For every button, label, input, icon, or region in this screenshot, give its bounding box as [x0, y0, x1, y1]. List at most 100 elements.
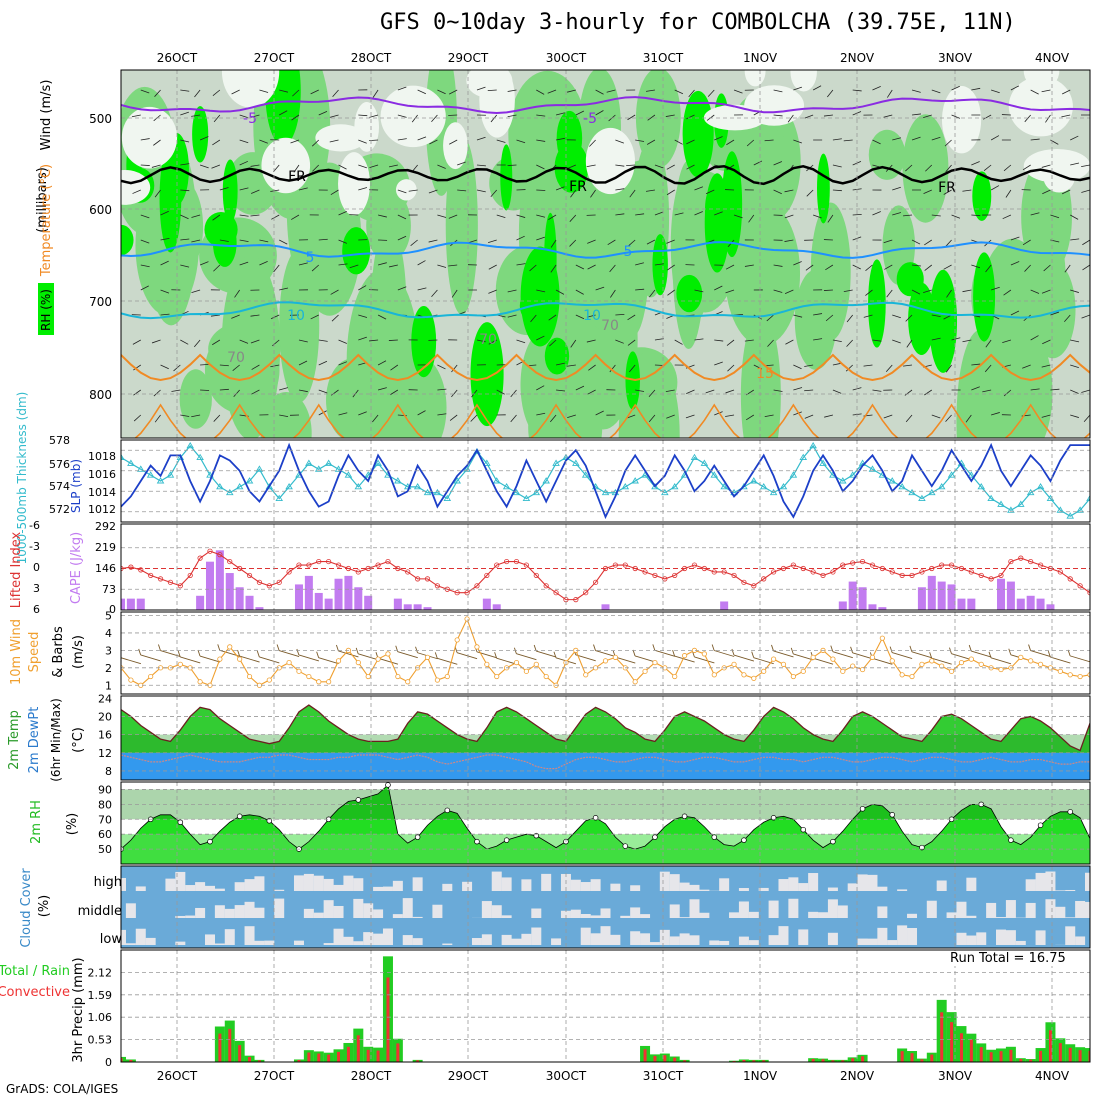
cloud-gap — [828, 933, 838, 945]
cloud-gap — [324, 879, 334, 891]
wind-speed-point — [1058, 669, 1062, 673]
rh-tick-label: 60 — [98, 828, 112, 841]
cloud-gap — [541, 874, 551, 891]
wind-barb-feather — [633, 650, 635, 656]
pressure-tick-label: 700 — [89, 295, 112, 309]
precip-convective-bar — [377, 1051, 380, 1062]
wind-barb — [121, 658, 141, 664]
cloud-gap — [472, 938, 482, 945]
bottom-x-label: 3NOV — [938, 1069, 973, 1083]
cloud-gap — [769, 901, 779, 918]
cloud-gap — [294, 941, 304, 945]
precip-convective-bar — [1000, 1051, 1003, 1062]
wind-barb — [299, 655, 319, 661]
cloud-gap — [373, 909, 383, 918]
bottom-x-label: 27OCT — [254, 1069, 295, 1083]
cloud-gap — [660, 872, 670, 891]
precip-convective-bar — [980, 1047, 983, 1062]
precip-convective-bar — [248, 1057, 251, 1062]
contour-label: FR — [938, 180, 956, 196]
wind-speed-point — [485, 662, 489, 666]
wind-speed-point — [900, 673, 904, 677]
cape-axis-label: CAPE (J/kg) — [69, 532, 84, 604]
wind-barb — [200, 656, 220, 662]
cloud-gap — [521, 879, 531, 891]
rh-point — [682, 814, 687, 819]
wind-axis-label: Speed — [27, 632, 42, 673]
cloud-gap — [798, 883, 808, 891]
cloud-gap — [778, 926, 788, 945]
cloud-gap — [610, 884, 620, 891]
precip-total-bar — [1095, 1056, 1100, 1062]
cloud-gap — [689, 935, 699, 945]
cloud-gap — [235, 905, 245, 918]
temp-band — [121, 735, 1090, 753]
wind-speed-point — [603, 659, 607, 663]
wind-barb-feather — [238, 650, 240, 656]
cape-tick-label: 292 — [95, 520, 116, 533]
cloud-gap — [215, 944, 225, 945]
wind-barb — [596, 651, 616, 657]
wind-barb — [378, 658, 398, 664]
cloud-gap — [403, 935, 413, 945]
wind-barb — [389, 340, 398, 341]
wind-speed-point — [959, 660, 963, 664]
wind-speed-point — [435, 678, 439, 682]
wind-speed-point — [228, 645, 232, 649]
wind-speed-point — [801, 669, 805, 673]
cloud-gap — [185, 916, 195, 918]
cloud-gap — [581, 882, 591, 891]
cape-bar — [404, 604, 412, 610]
contour-label: 70 — [479, 332, 497, 348]
precip-convective-axis-label: Convective — [0, 985, 70, 1000]
precip-convective-bar — [653, 1056, 656, 1062]
wind-barb — [279, 651, 299, 657]
cloud-gap — [136, 929, 146, 945]
thickness-tick-label: 578 — [49, 434, 70, 447]
precip-tick-label: 0.53 — [88, 1034, 113, 1047]
cloud-gap — [274, 890, 284, 891]
precip-convective-bar — [950, 1022, 953, 1062]
rh-high-area — [192, 106, 208, 162]
temp-axis-label: 2m Temp — [7, 710, 22, 770]
cloud-gap — [709, 940, 719, 945]
cloud-gap — [304, 909, 314, 918]
rh-point — [504, 838, 509, 843]
cape-bar — [344, 576, 352, 610]
cloud-gap — [749, 940, 759, 945]
precip-convective-bar — [851, 1058, 854, 1062]
cloud-gap — [887, 940, 897, 945]
cape-bar — [295, 584, 303, 610]
wind-speed-point — [129, 678, 133, 682]
wind-barb — [160, 651, 180, 657]
rh-tick-label: 80 — [98, 798, 112, 811]
cloud-gap — [739, 901, 749, 918]
precip-convective-bar — [1069, 1048, 1072, 1062]
cloud-gap — [897, 925, 907, 945]
cloud-gap — [225, 909, 235, 918]
cloud-gap — [620, 916, 630, 918]
wind-tick-label: 3 — [105, 644, 112, 657]
wind-speed-point — [771, 657, 775, 661]
cloud-gap — [334, 906, 344, 918]
precip-convective-bar — [644, 1049, 647, 1062]
wind-barb — [991, 658, 1011, 664]
cloud-level-label: low — [100, 932, 123, 947]
wind-speed-point — [425, 655, 429, 659]
rh-contour-area — [903, 114, 949, 222]
wind-barb — [1090, 88, 1099, 90]
cloud-gap — [294, 875, 304, 891]
precip-convective-bar — [218, 1034, 221, 1062]
cloud-gap — [877, 887, 887, 891]
wind-barb-feather — [851, 647, 853, 653]
wind-speed-point — [791, 674, 795, 678]
cloud-gap — [353, 899, 363, 918]
cloud-gap — [591, 915, 601, 918]
wind-barb — [971, 651, 991, 657]
cape-bar — [335, 579, 343, 610]
slp-tick-label: 1016 — [88, 468, 116, 481]
cape-bar — [859, 587, 867, 610]
precip-axis-label: 3hr Precip (mm) — [71, 957, 86, 1062]
wind-barb — [892, 653, 912, 659]
